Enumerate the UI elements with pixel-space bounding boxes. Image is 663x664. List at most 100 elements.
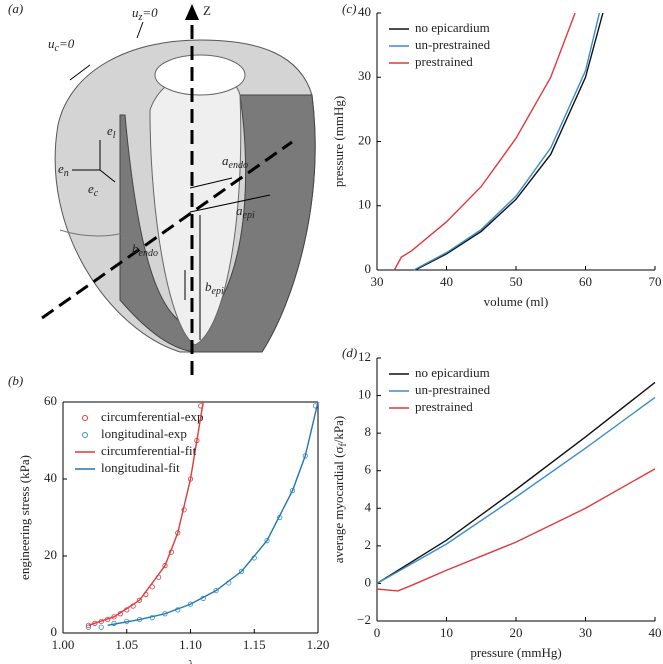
- label-main: a: [236, 203, 243, 218]
- y-axis-label: pressure (mmHg): [331, 96, 346, 187]
- x-tick-label: 20: [510, 625, 523, 640]
- data-line: [107, 401, 319, 626]
- legend-label: prestrained: [415, 399, 473, 414]
- panel-label: (b): [8, 373, 23, 388]
- x-tick-label: 1.15: [243, 637, 266, 652]
- label-main: u: [132, 5, 139, 20]
- dim-label: bendo: [132, 241, 158, 259]
- label-tail: /kPa): [331, 416, 346, 443]
- cross-axis: [41, 140, 293, 320]
- label-main: e: [88, 181, 94, 196]
- label-main: e: [58, 161, 64, 176]
- data-point: [289, 487, 296, 494]
- x-axis-label: λ: [187, 657, 194, 664]
- label-sub: l: [113, 130, 116, 141]
- label-sub: f: [338, 443, 349, 447]
- label-sub: c: [94, 188, 99, 199]
- panel-label: (c): [342, 1, 356, 16]
- x-tick-label: 40: [440, 274, 453, 289]
- x-tick-label: 30: [371, 274, 384, 289]
- y-tick-label: 20: [44, 547, 57, 562]
- y-tick-label: 10: [358, 197, 371, 212]
- data-point: [213, 588, 219, 594]
- vector-label: el: [107, 123, 116, 141]
- y-tick-label: 40: [358, 4, 371, 19]
- x-tick-label: 60: [579, 274, 592, 289]
- legend-label: circumferential-exp: [101, 409, 204, 424]
- ec-arrow: [99, 169, 116, 183]
- legend-label: prestrained: [415, 54, 473, 69]
- data-line: [376, 381, 656, 585]
- heart-diagram: (a) Z uz=0 uc=0 el en ec aendo aepi bend…: [8, 1, 316, 375]
- y-tick-label: 10: [358, 387, 371, 402]
- y-tick-label: 30: [358, 68, 371, 83]
- y-tick-label: 0: [365, 574, 372, 589]
- bc-label: uz=0: [132, 5, 158, 23]
- y-tick-label: 20: [358, 132, 371, 147]
- label-sub: endo: [229, 160, 248, 171]
- data-point: [98, 624, 104, 630]
- z-arrow: [185, 4, 199, 20]
- label-tail: =0: [142, 5, 158, 20]
- x-tick-label: 0: [374, 625, 381, 640]
- y-tick-label: 0: [51, 624, 58, 639]
- y-tick-label: 8: [365, 424, 372, 439]
- x-tick-label: 30: [579, 625, 592, 640]
- uz-arrow: [136, 21, 144, 39]
- data-point: [136, 597, 143, 603]
- vector-label: ec: [88, 181, 99, 199]
- label-main: b: [132, 241, 139, 256]
- label-main: u: [48, 36, 55, 51]
- dim-label: aendo: [222, 153, 248, 171]
- opening: [154, 54, 246, 96]
- data-line: [376, 396, 656, 585]
- legend-label: no epicardium: [415, 365, 490, 380]
- dim-label: bepi: [205, 279, 224, 297]
- label-tail: =0: [59, 36, 75, 51]
- y-axis-label: engineering stress (kPa): [17, 455, 32, 580]
- label-sub: z: [138, 12, 143, 23]
- y-tick-label: 4: [365, 499, 372, 514]
- x-tick-label: 10: [440, 625, 453, 640]
- y-tick-label: 6: [365, 462, 372, 477]
- label-sub: epi: [212, 286, 224, 297]
- y-tick-label: 60: [44, 393, 57, 408]
- vector-label: en: [58, 161, 69, 179]
- dim-label: aepi: [236, 203, 255, 221]
- label-main: average myocardial (σ: [331, 447, 346, 564]
- x-tick-label: 50: [510, 274, 523, 289]
- label-sub: n: [64, 168, 69, 179]
- legend-label: un-prestrained: [415, 37, 491, 52]
- data-line: [414, 12, 604, 271]
- label-main: a: [222, 153, 229, 168]
- legend-marker: [82, 432, 88, 438]
- panel-label: (d): [342, 345, 357, 360]
- data-point: [162, 563, 168, 569]
- data-line: [393, 12, 576, 271]
- legend-label: longitudinal-exp: [101, 426, 187, 441]
- uc-arrow: [69, 64, 91, 81]
- legend-marker: [82, 415, 88, 421]
- label-sub: c: [55, 43, 60, 54]
- panel-label: (a): [8, 1, 23, 16]
- data-point: [187, 601, 194, 607]
- dimension-lines: [184, 177, 271, 340]
- x-tick-label: 70: [649, 274, 662, 289]
- x-tick-label: 1.00: [52, 637, 75, 652]
- axis-label: Z: [203, 3, 211, 18]
- bc-label: uc=0: [48, 36, 75, 54]
- x-tick-label: 1.10: [179, 637, 202, 652]
- y-tick-label: 12: [358, 349, 371, 364]
- y-axis-label: average myocardial (σf/kPa): [331, 416, 349, 564]
- legend-label: un-prestrained: [415, 382, 491, 397]
- legend-label: no epicardium: [415, 20, 490, 35]
- label-main: b: [205, 279, 212, 294]
- y-tick-label: 2: [365, 537, 372, 552]
- data-point: [264, 537, 270, 544]
- y-tick-label: 0: [365, 261, 372, 276]
- y-tick-label: −2: [357, 612, 371, 627]
- data-line: [88, 401, 204, 626]
- y-tick-label: 40: [44, 470, 57, 485]
- label-sub: epi: [243, 210, 255, 221]
